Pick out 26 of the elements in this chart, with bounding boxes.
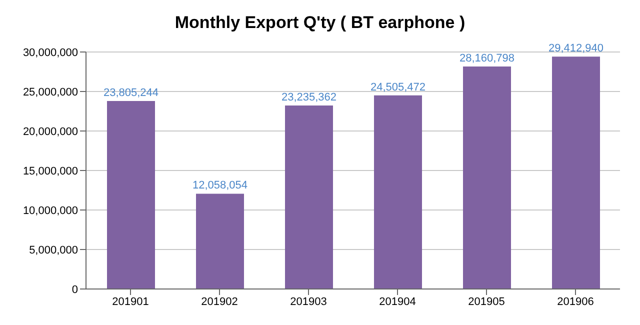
bar [463,66,511,289]
y-tick-label: 20,000,000 [22,126,78,138]
y-tick-label: 30,000,000 [22,46,78,59]
x-tick-label: 201904 [379,296,416,308]
y-tick-label: 15,000,000 [22,165,78,178]
data-label: 28,160,798 [459,52,515,65]
bar [285,105,333,289]
data-label: 12,058,054 [192,180,248,192]
y-tick-label: 0 [72,284,78,296]
y-tick-label: 5,000,000 [29,244,78,256]
x-tick-label: 201905 [468,296,505,308]
bar [107,100,155,289]
data-label: 29,412,940 [548,42,604,55]
bar [552,56,600,289]
x-tick-label: 201901 [112,296,149,308]
bar [374,95,422,289]
data-label: 23,235,362 [281,91,337,104]
y-tick-label: 10,000,000 [22,204,78,217]
y-tick-label: 25,000,000 [22,86,78,98]
data-label: 23,805,244 [103,86,159,99]
data-label: 24,505,472 [370,81,426,94]
chart-title: Monthly Export Q'ty ( BT earphone ) [174,12,466,34]
x-tick-label: 201902 [201,296,238,308]
bar [196,194,244,289]
x-tick-label: 201906 [557,296,594,308]
x-tick-label: 201903 [290,296,327,308]
